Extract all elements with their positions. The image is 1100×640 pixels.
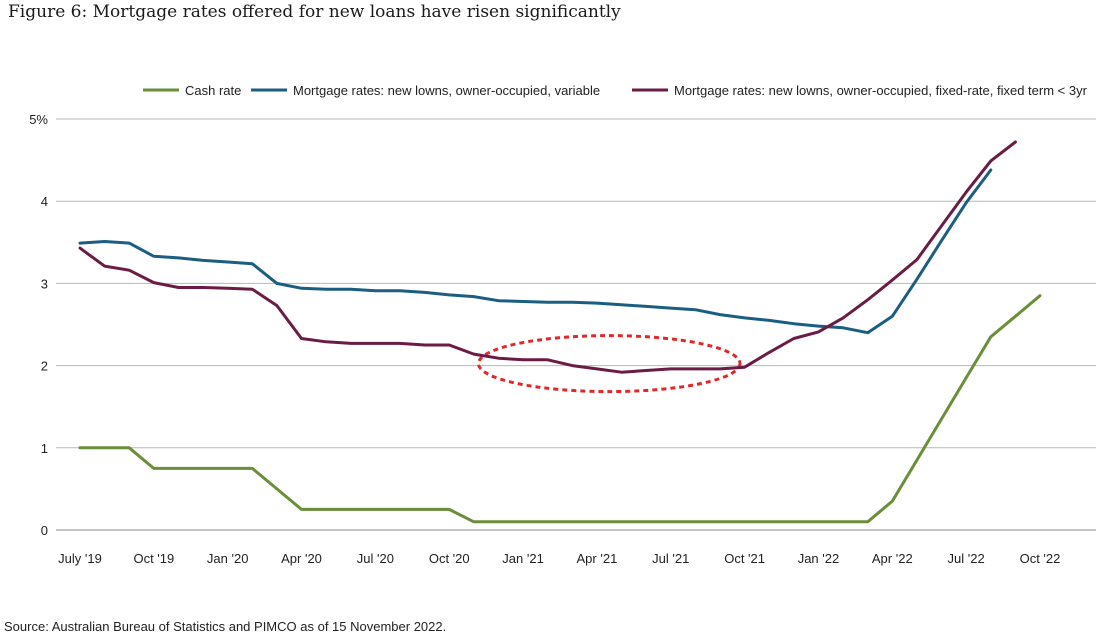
series-line-2 — [78, 140, 1017, 374]
x-tick-label: Apr '21 — [577, 551, 618, 566]
y-tick-label: 4 — [41, 194, 48, 209]
x-tick-label: Oct '19 — [133, 551, 174, 566]
x-tick-label: Oct '21 — [724, 551, 765, 566]
source-note: Source: Australian Bureau of Statistics … — [4, 619, 447, 634]
x-tick-label: Oct '20 — [429, 551, 470, 566]
series-lines — [78, 140, 1042, 524]
y-tick-label: 1 — [41, 441, 48, 456]
series-line-1 — [78, 168, 993, 335]
x-tick-label: Jul '22 — [948, 551, 985, 566]
series-line-0 — [78, 294, 1042, 524]
y-tick-label: 0 — [41, 523, 48, 538]
x-tick-label: Jan '20 — [207, 551, 249, 566]
x-tick-label: Jan '21 — [502, 551, 544, 566]
y-tick-label: 2 — [41, 359, 48, 374]
x-tick-label: Jan '22 — [798, 551, 840, 566]
legend-label: Cash rate — [185, 83, 241, 98]
legend: Cash rate Mortgage rates: new lowns, owne… — [143, 83, 1088, 98]
x-tick-label: Oct '22 — [1020, 551, 1061, 566]
legend-label: Mortgage rates: new lowns, owner-occupie… — [293, 83, 600, 98]
x-axis-ticks: July '19 Oct '19 Jan '20 Apr '20 Jul '20 Oct … — [58, 551, 1060, 566]
x-tick-label: Apr '20 — [281, 551, 322, 566]
chart-title: Figure 6: Mortgage rates offered for new… — [8, 2, 621, 22]
y-tick-label: 5% — [29, 112, 48, 127]
x-tick-label: Jul '20 — [357, 551, 394, 566]
x-tick-label: July '19 — [58, 551, 102, 566]
y-tick-label: 3 — [41, 276, 48, 291]
y-axis-ticks: 0 1 2 3 4 5% — [29, 112, 48, 538]
x-tick-label: Jul '21 — [652, 551, 689, 566]
annotations — [476, 334, 742, 394]
legend-label: Mortgage rates: new lowns, owner-occupie… — [674, 83, 1088, 98]
highlight-ellipse — [476, 334, 742, 394]
x-tick-label: Apr '22 — [872, 551, 913, 566]
